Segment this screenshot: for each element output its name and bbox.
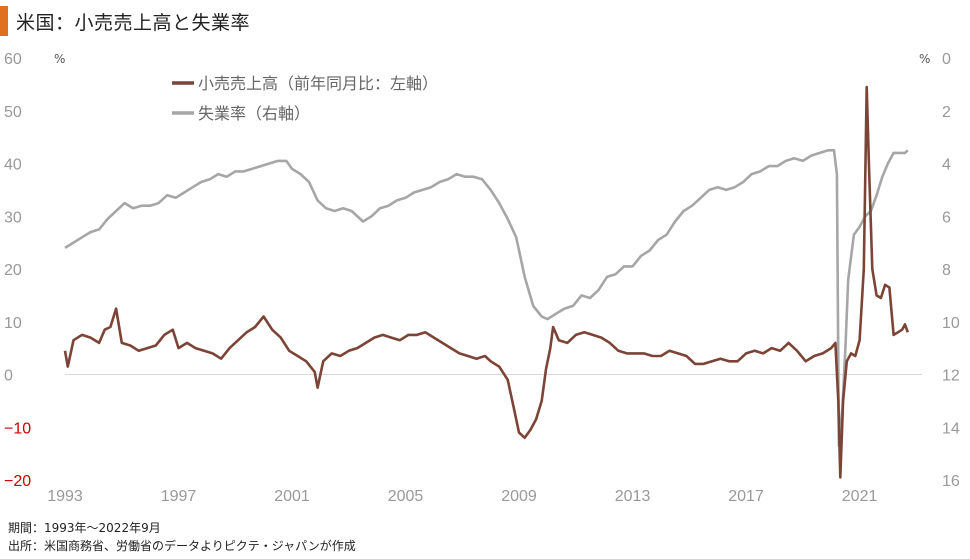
x-tick-label: 2005 (388, 488, 424, 505)
chart-title: 米国：小売売上高と失業率 (16, 11, 251, 34)
right-tick-label: 0 (942, 51, 951, 68)
right-axis-unit: % (919, 52, 930, 66)
x-tick-label: 2009 (501, 488, 537, 505)
legend-item-unemployment: 失業率（右軸） (198, 104, 310, 123)
right-tick-label: 4 (942, 157, 951, 174)
left-tick-label: 60 (4, 51, 22, 68)
footer-period: 期間：1993年～2022年9月 (8, 521, 161, 535)
right-tick-label: 10 (942, 315, 960, 332)
footer-source: 出所：米国商務省、労働省のデータよりピクテ・ジャパンが作成 (8, 539, 356, 553)
series-line-unemployment (64, 149, 909, 447)
left-tick-label: 0 (4, 368, 13, 385)
right-tick-label: 12 (942, 368, 960, 385)
title-accent-bar (0, 6, 8, 36)
left-tick-label: −20 (4, 473, 31, 490)
x-tick-label: 2013 (615, 488, 651, 505)
chart-svg: 60 50 40 30 20 10 0 −10 −20 0 2 4 6 8 10 12 14 16 1993 19… (4, 51, 960, 505)
left-axis-unit: % (54, 52, 65, 66)
x-tick-label: 2001 (274, 488, 310, 505)
right-tick-label: 16 (942, 473, 960, 490)
title-bar: 米国：小売売上高と失業率 (0, 6, 250, 36)
left-tick-label: −10 (4, 420, 31, 437)
right-tick-label: 6 (942, 209, 951, 226)
right-tick-label: 8 (942, 262, 951, 279)
left-tick-label: 30 (4, 209, 22, 226)
right-tick-label: 2 (942, 104, 951, 121)
x-tick-label: 2017 (728, 488, 764, 505)
left-tick-label: 50 (4, 104, 22, 121)
x-tick-label: 1997 (161, 488, 197, 505)
x-tick-label: 2021 (842, 488, 878, 505)
right-tick-label: 14 (942, 420, 960, 437)
left-tick-label: 10 (4, 315, 22, 332)
left-tick-label: 40 (4, 157, 22, 174)
legend-item-retail: 小売売上高（前年同月比：左軸） (198, 74, 438, 93)
x-tick-label: 1993 (47, 488, 83, 505)
left-tick-label: 20 (4, 262, 22, 279)
series-line-retail-sales (63, 85, 910, 479)
